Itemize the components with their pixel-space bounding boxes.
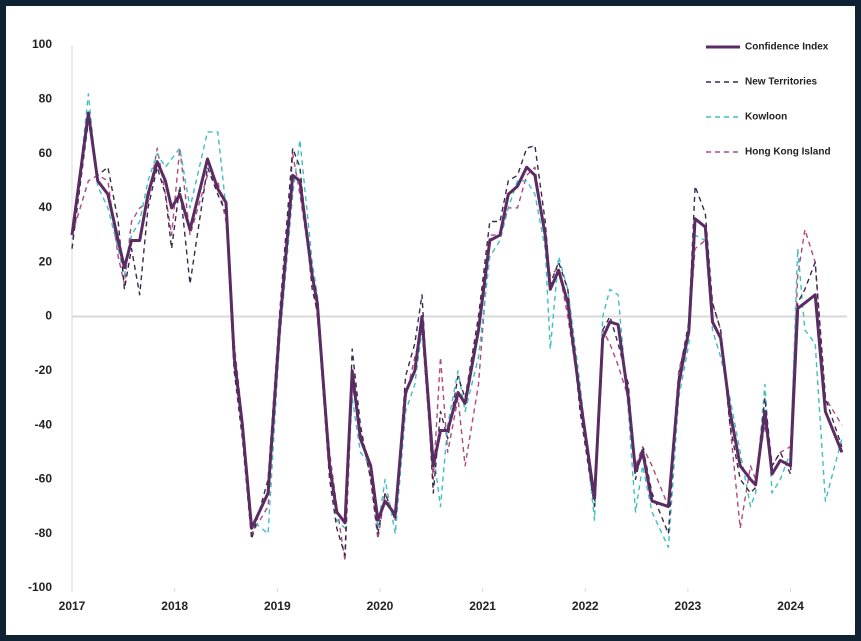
legend-label: Kowloon xyxy=(745,112,787,123)
y-tick-label: -100 xyxy=(28,580,52,594)
x-tick-label: 2017 xyxy=(59,599,86,613)
legend-label: New Territories xyxy=(745,77,817,88)
series-line xyxy=(70,111,844,530)
y-tick-label: 100 xyxy=(32,37,52,51)
x-tick-label: 2021 xyxy=(469,599,496,613)
y-tick-label: 60 xyxy=(39,146,53,160)
legend-label: Hong Kong Island xyxy=(745,147,831,158)
y-tick-label: -80 xyxy=(35,526,53,540)
y-tick-label: 0 xyxy=(45,309,52,323)
series-line xyxy=(71,93,843,548)
y-tick-label: 80 xyxy=(39,91,53,105)
y-tick-label: -20 xyxy=(35,363,53,377)
legend-label: Confidence Index xyxy=(745,42,829,53)
x-tick-label: 2019 xyxy=(264,599,291,613)
x-tick-label: 2018 xyxy=(161,599,188,613)
x-tick-label: 2020 xyxy=(367,599,394,613)
y-tick-label: -40 xyxy=(35,417,53,431)
x-tick-label: 2023 xyxy=(675,599,702,613)
x-tick-label: 2024 xyxy=(777,599,804,613)
y-tick-label: 40 xyxy=(39,200,53,214)
series-line xyxy=(71,120,843,557)
y-tick-label: 20 xyxy=(39,254,53,268)
x-tick-label: 2022 xyxy=(572,599,599,613)
y-tick-label: -60 xyxy=(35,472,53,486)
